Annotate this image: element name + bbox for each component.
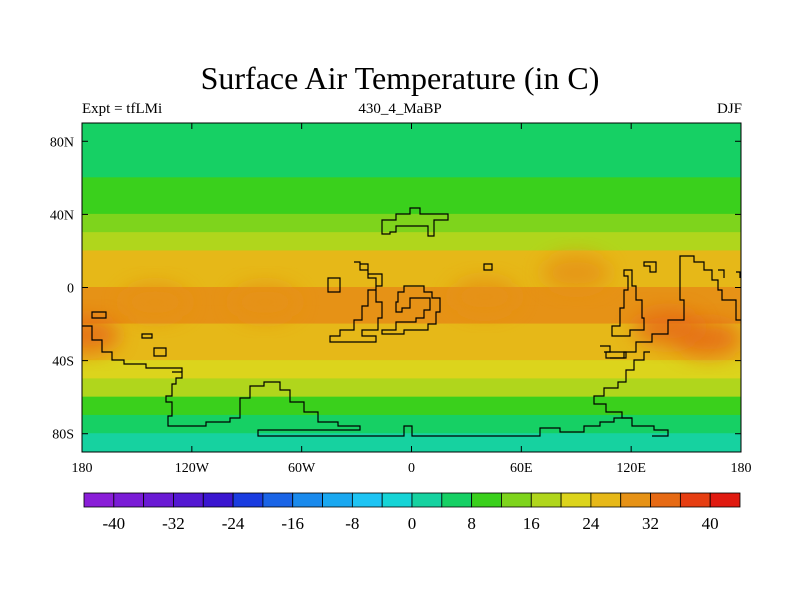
colorbar-label: -40 [102,514,125,533]
colorbar-swatch [322,492,353,508]
y-tick-label: 80S [52,428,74,443]
colorbar-label: -16 [281,514,304,533]
coastline-eastern-peninsula [611,261,657,337]
colorbar-swatch [560,492,592,508]
temperature-band [82,195,741,215]
colorbar-swatch [83,492,115,508]
temperature-band [82,213,741,234]
colorbar-label: 0 [408,514,417,533]
colorbar-swatch [202,492,234,508]
colorbar-swatch [232,492,264,508]
temperature-band [82,232,741,252]
coastline-western-continent [82,325,183,372]
colorbar-label: 16 [523,514,540,533]
x-tick-label: 60E [510,461,533,476]
temperature-field [82,123,741,452]
x-tick-label: 120E [616,461,646,476]
temperature-band [82,140,741,161]
temperature-hotspot [121,284,190,321]
colorbar-label: 32 [642,514,659,533]
temperature-band [82,414,741,435]
y-tick-label: 40S [52,355,74,370]
colorbar-label: 40 [702,514,719,533]
colorbar-swatch [381,492,413,508]
colorbar-swatch [113,492,145,508]
coastline-ring-landmass [381,285,441,335]
colorbar-swatch [501,492,532,508]
temperature-band [82,323,741,343]
coastline-small-islands [91,263,627,359]
colorbar-swatch [709,492,741,508]
colorbar: -40 -32 -24 -16 -8 0 8 16 24 32 40 [83,492,741,533]
y-tick-label: 0 [67,282,74,297]
colorbar-swatch [530,492,562,508]
temperature-band [82,250,741,270]
temperature-band [82,341,741,362]
colorbar-swatch [441,492,473,508]
colorbar-swatch [411,492,443,508]
coastline-northern-island [381,207,449,237]
x-tick-label: 0 [408,461,415,476]
y-tick-label: 40N [50,208,74,223]
coastline-central-landmass [327,261,383,343]
colorbar-swatch [620,492,651,508]
x-tick-label: 120W [175,461,210,476]
x-tick-label: 60W [288,461,316,476]
colorbar-swatch [650,492,681,508]
map-title: Surface Air Temperature (in C) [200,60,600,96]
temperature-hotspot [231,284,300,321]
x-tick-label: 180 [731,461,752,476]
colorbar-label: -24 [222,514,245,533]
temperature-hotspot [82,317,120,354]
x-tick-label: 180 [72,461,93,476]
colorbar-swatch [292,492,323,508]
coastline-southern-continent [165,371,669,437]
colorbar-swatch [143,492,174,508]
temperature-band [82,396,741,416]
temperature-band [82,159,741,179]
colorbar-swatch [679,492,711,508]
temperature-hotspot [542,254,611,291]
season-label: DJF [716,101,742,117]
colorbar-label: 8 [467,514,476,533]
colorbar-swatch [471,492,502,508]
temperature-band [82,433,741,452]
map-axes: 180 120W 60W 0 60E 120E 180 80N 40N 0 40S 80S [50,123,752,476]
colorbar-label: -8 [345,514,359,533]
age-label: 430_4_MaBP [358,101,442,117]
temperature-band [82,123,741,142]
colorbar-swatch [173,492,204,508]
colorbar-swatch [590,492,622,508]
coastline-eastern-continent [593,255,741,419]
colorbar-label: 24 [582,514,600,533]
temperature-band [82,378,741,398]
colorbar-label: -32 [162,514,185,533]
y-tick-label: 80N [50,135,74,150]
temperature-hotspot [450,278,519,315]
colorbar-swatch [351,492,383,508]
temperature-band [82,177,741,197]
continent-outlines [82,207,741,437]
temperature-band [82,268,741,288]
experiment-label: Expt = tfLMi [82,101,163,117]
colorbar-swatch [262,492,294,508]
temperature-band [82,360,741,380]
